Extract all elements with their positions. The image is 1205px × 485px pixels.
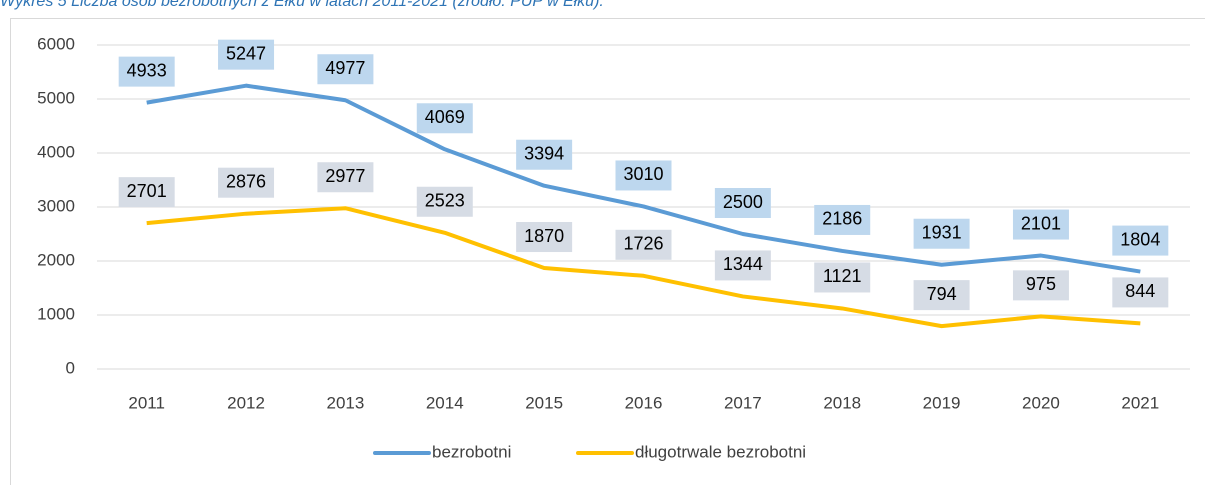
series-line <box>146 83 1141 274</box>
data-label: 2101 <box>1021 213 1061 233</box>
y-tick-label: 0 <box>66 358 75 377</box>
data-label-bg <box>516 222 573 253</box>
data-label: 5247 <box>226 43 266 63</box>
data-label: 1804 <box>1120 229 1160 249</box>
data-label-bg <box>913 280 970 311</box>
data-label-bg <box>913 218 970 249</box>
data-label: 3394 <box>524 143 564 163</box>
data-label-bg <box>416 186 473 217</box>
y-tick-label: 4000 <box>37 142 75 161</box>
data-label-bg <box>218 167 275 198</box>
data-label-bg <box>814 262 871 293</box>
chart-frame <box>10 18 1205 485</box>
x-tick-label: 2012 <box>227 393 265 412</box>
x-tick-label: 2013 <box>326 393 364 412</box>
data-label-bg <box>118 56 175 87</box>
legend-label: długotrwale bezrobotni <box>635 442 806 461</box>
data-label: 3010 <box>623 164 663 184</box>
x-tick-label: 2021 <box>1121 393 1159 412</box>
data-label-bg <box>615 160 672 191</box>
x-tick-label: 2018 <box>823 393 861 412</box>
data-label: 1870 <box>524 226 564 246</box>
y-tick-label: 5000 <box>37 88 75 107</box>
y-tick-label: 1000 <box>37 304 75 323</box>
data-label: 1726 <box>623 234 663 254</box>
data-label-bg <box>317 162 374 193</box>
y-tick-label: 6000 <box>37 34 75 53</box>
data-label-bg <box>714 250 771 281</box>
x-tick-label: 2014 <box>426 393 464 412</box>
x-tick-label: 2011 <box>128 393 165 412</box>
data-label: 975 <box>1026 274 1056 294</box>
data-label: 794 <box>927 284 957 304</box>
data-label: 2701 <box>127 181 167 201</box>
data-label-bg <box>1012 270 1069 301</box>
data-label: 1931 <box>922 222 962 242</box>
data-label: 2523 <box>425 191 465 211</box>
x-tick-label: 2020 <box>1022 393 1060 412</box>
data-label: 2186 <box>822 209 862 229</box>
chart-title: Wykres 5 Liczba osób bezrobotnych z Ełku… <box>0 0 604 10</box>
series-line <box>146 206 1141 329</box>
data-label: 844 <box>1125 281 1155 301</box>
x-tick-label: 2016 <box>625 393 663 412</box>
data-label-bg <box>516 139 573 170</box>
y-tick-label: 3000 <box>37 196 75 215</box>
x-tick-label: 2019 <box>923 393 961 412</box>
data-label-bg <box>118 177 175 208</box>
data-label-bg <box>714 188 771 218</box>
data-label: 1344 <box>723 254 763 274</box>
data-label: 4069 <box>425 107 465 127</box>
data-label-bg <box>1112 225 1169 256</box>
x-tick-label: 2015 <box>525 393 563 412</box>
data-label-bg <box>814 204 871 235</box>
legend-label: bezrobotni <box>432 442 511 461</box>
data-label-bg <box>1112 277 1169 308</box>
data-label: 4977 <box>325 58 365 78</box>
data-label-bg <box>416 103 473 134</box>
data-label: 1121 <box>823 266 862 286</box>
data-label-bg <box>1012 209 1069 240</box>
data-label-bg <box>218 39 275 70</box>
data-label: 2876 <box>226 171 266 191</box>
data-label-bg <box>317 54 374 85</box>
data-label-bg <box>615 229 672 260</box>
data-label: 4933 <box>127 60 167 80</box>
y-tick-label: 2000 <box>37 250 75 269</box>
x-tick-label: 2017 <box>724 393 762 412</box>
data-label: 2977 <box>325 166 365 186</box>
data-label: 2500 <box>723 192 763 212</box>
